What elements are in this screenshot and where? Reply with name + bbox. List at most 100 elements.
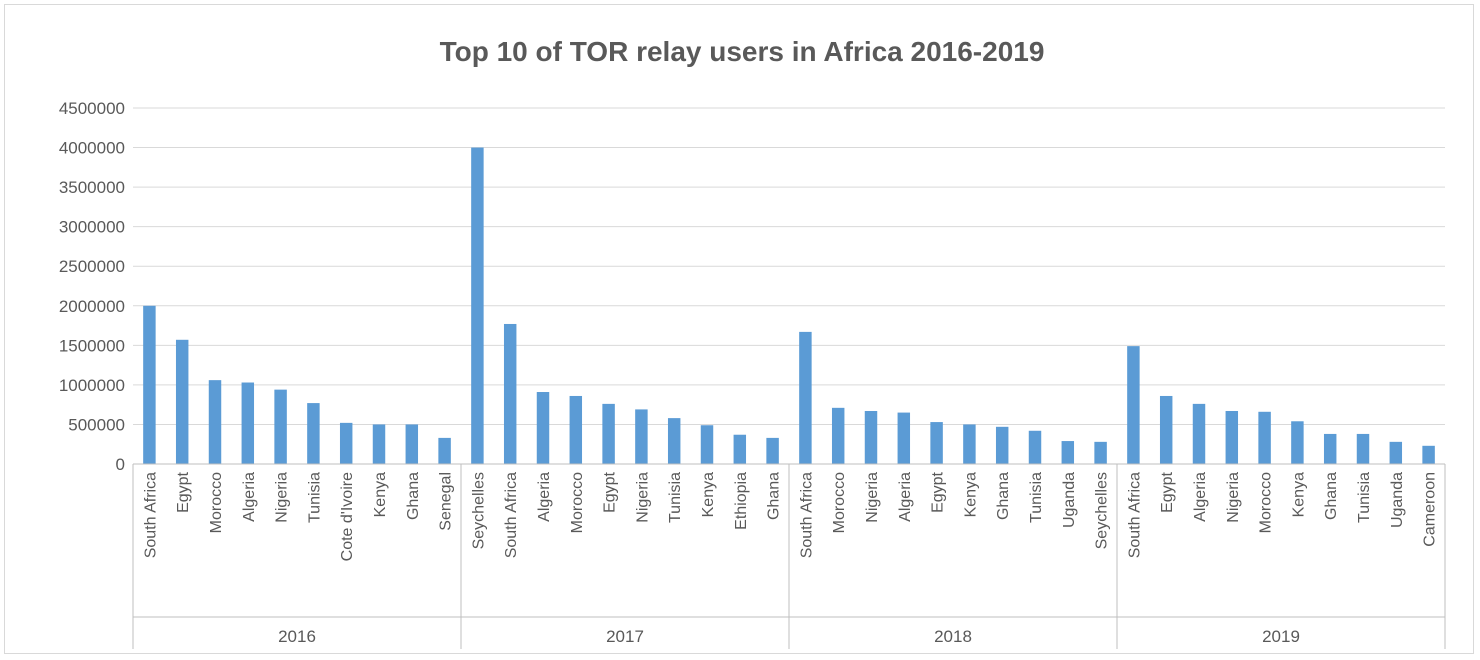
- y-tick-label: 3000000: [59, 218, 125, 237]
- bar: [274, 389, 287, 464]
- bar: [995, 426, 1009, 464]
- bar: [438, 437, 451, 464]
- x-axis-tick-labels: South Africa Egypt Morocco Algeria Nigeria Tu…: [142, 471, 1438, 561]
- x-tick-label: Morocco: [569, 472, 586, 533]
- bar: [831, 407, 845, 464]
- year-group-label: 2017: [606, 627, 644, 646]
- x-tick-label: Kenya: [1290, 472, 1307, 517]
- x-tick-label: Ghana: [766, 472, 783, 520]
- bar: [471, 147, 484, 465]
- x-tick-label: Nigeria: [864, 472, 881, 523]
- x-tick-label: South Africa: [1126, 472, 1143, 558]
- bar: [799, 331, 812, 464]
- x-tick-label: Algeria: [536, 472, 553, 522]
- y-tick-label: 0: [116, 455, 125, 474]
- bar: [175, 339, 189, 464]
- y-tick-label: 3500000: [59, 178, 125, 197]
- x-tick-label: Ghana: [995, 472, 1012, 520]
- x-tick-label: Tunisia: [306, 472, 323, 523]
- chart-title: Top 10 of TOR relay users in Africa 2016…: [440, 36, 1045, 67]
- y-axis-tick-labels: 0 500000 1000000 1500000 2000000 2500000 30000…: [59, 99, 125, 474]
- x-tick-label: Uganda: [1389, 472, 1406, 528]
- y-tick-label: 4500000: [59, 99, 125, 118]
- x-tick-label: Ethiopia: [733, 472, 750, 530]
- x-tick-label: Algeria: [241, 472, 258, 522]
- year-group-label: 2019: [1262, 627, 1300, 646]
- y-tick-label: 2000000: [59, 297, 125, 316]
- year-group-label: 2018: [934, 627, 972, 646]
- bar: [1192, 403, 1206, 464]
- bar: [1159, 395, 1173, 464]
- bar: [733, 434, 747, 464]
- x-tick-label: Cameroon: [1422, 472, 1439, 547]
- x-tick-label: Senegal: [438, 472, 455, 531]
- x-tick-label: Nigeria: [1225, 472, 1242, 523]
- bar: [241, 382, 255, 464]
- x-tick-label: Morocco: [831, 472, 848, 533]
- y-tick-label: 1500000: [59, 336, 125, 355]
- y-tick-label: 500000: [68, 415, 125, 434]
- x-tick-label: Egypt: [602, 471, 619, 512]
- bar: [1356, 433, 1370, 464]
- x-tick-label: South Africa: [798, 472, 815, 558]
- bar: [1127, 346, 1140, 464]
- bar: [405, 424, 419, 464]
- bar: [1389, 441, 1403, 464]
- x-tick-label: Morocco: [208, 472, 225, 533]
- y-tick-label: 1000000: [59, 376, 125, 395]
- x-tick-label: Seychelles: [470, 472, 487, 549]
- x-tick-label: Egypt: [1159, 471, 1176, 512]
- x-tick-label: Tunisia: [1356, 472, 1373, 523]
- x-tick-label: Uganda: [1061, 472, 1078, 528]
- year-group-label: 2016: [278, 627, 316, 646]
- x-tick-label: Ghana: [1323, 472, 1340, 520]
- y-tick-label: 2500000: [59, 257, 125, 276]
- bar: [1258, 411, 1271, 464]
- bar: [1323, 433, 1337, 464]
- chart-frame: Top 10 of TOR relay users in Africa 2016…: [4, 4, 1474, 654]
- bar: [536, 392, 550, 464]
- x-tick-label: Egypt: [175, 471, 192, 512]
- x-tick-label: Ghana: [405, 472, 422, 520]
- bar: [1422, 445, 1435, 464]
- bar: [766, 437, 779, 464]
- y-tick-label: 4000000: [59, 139, 125, 158]
- x-tick-label: Egypt: [930, 471, 947, 512]
- bar: [208, 380, 222, 464]
- bar: [143, 305, 156, 464]
- bar: [1028, 430, 1042, 464]
- bar: [700, 425, 714, 464]
- bar: [864, 410, 878, 464]
- bar: [602, 403, 615, 464]
- bar: [1225, 410, 1239, 464]
- year-group-labels: 2016 2017 2018 2019: [278, 627, 1300, 646]
- bar: [339, 422, 353, 464]
- x-tick-label: Kenya: [700, 472, 717, 517]
- bar: [503, 323, 517, 464]
- x-tick-label: Tunisia: [667, 472, 684, 523]
- axes: [132, 463, 1446, 649]
- bar: [1094, 441, 1107, 464]
- bar: [635, 409, 648, 464]
- bars: [143, 147, 1435, 465]
- x-tick-label: Kenya: [962, 472, 979, 517]
- bar: [307, 403, 320, 464]
- x-tick-label: Tunisia: [1028, 472, 1045, 523]
- x-tick-label: Algeria: [897, 472, 914, 522]
- x-tick-label: Algeria: [1192, 472, 1209, 522]
- x-tick-label: Cote d'Ivoire: [339, 472, 356, 561]
- bar: [1061, 441, 1075, 464]
- bar: [930, 422, 943, 464]
- bar: [897, 412, 911, 464]
- bar: [963, 424, 976, 464]
- bar: [667, 418, 681, 464]
- x-tick-label: Morocco: [1258, 472, 1275, 533]
- bar: [372, 424, 386, 464]
- x-tick-label: South Africa: [503, 472, 520, 558]
- x-tick-label: Nigeria: [274, 472, 291, 523]
- gridlines: [133, 107, 1445, 425]
- x-tick-label: Nigeria: [634, 472, 651, 523]
- bar: [569, 395, 583, 464]
- bar-chart: Top 10 of TOR relay users in Africa 2016…: [59, 36, 1446, 649]
- x-tick-label: South Africa: [142, 472, 159, 558]
